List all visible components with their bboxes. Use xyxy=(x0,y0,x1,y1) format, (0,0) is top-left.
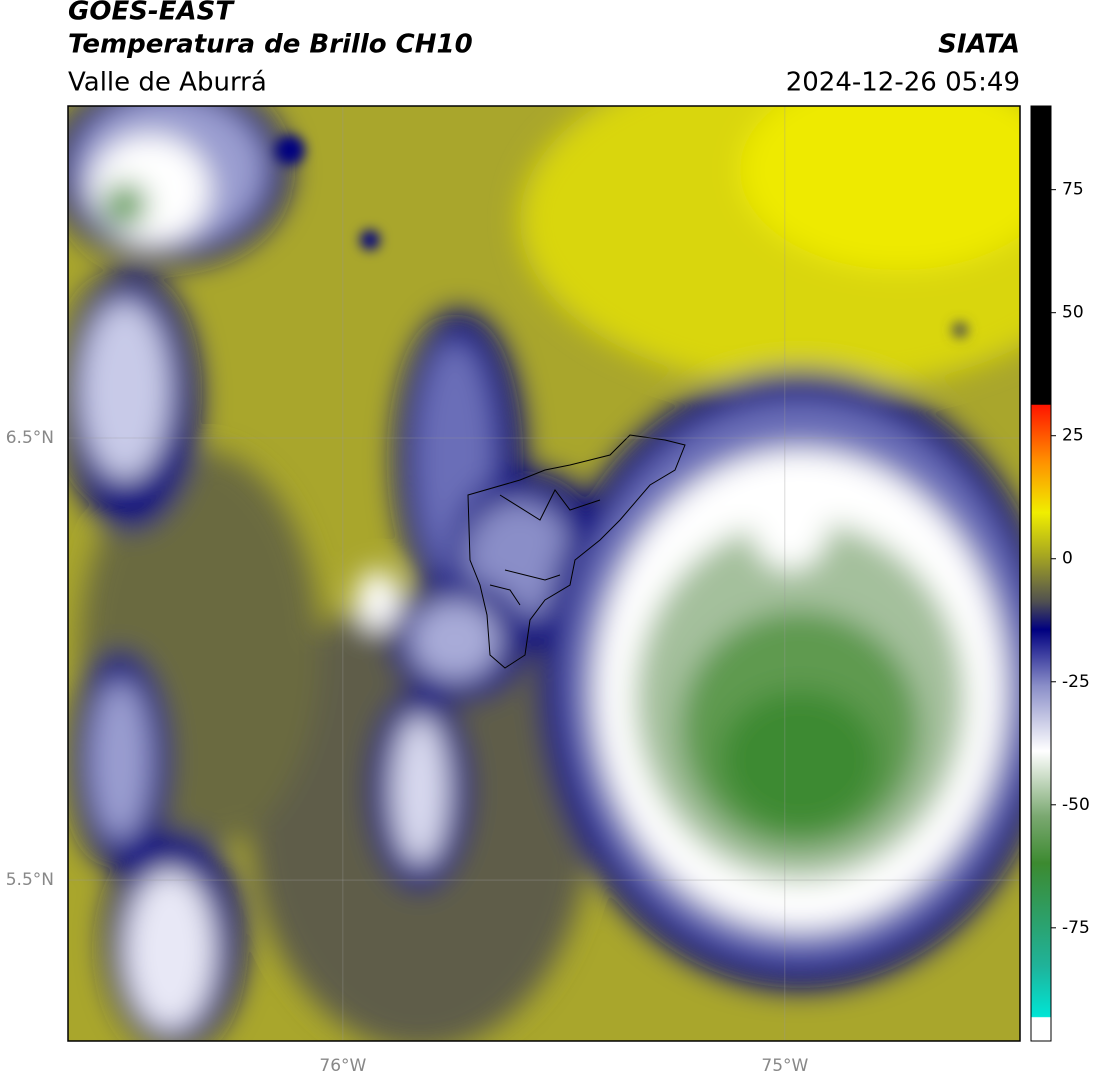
map-frame xyxy=(67,105,1021,1042)
y-tick-label: 5.5°N xyxy=(6,870,54,890)
x-tick-label: 75°W xyxy=(761,1056,808,1076)
satellite-image xyxy=(68,106,1020,1041)
y-tick-label: 6.5°N xyxy=(6,428,54,448)
source: SIATA xyxy=(938,30,1020,60)
colorbar-tick-label: 25 xyxy=(1062,426,1084,446)
title-line1: GOES-EAST xyxy=(68,0,235,27)
colorbar-tick-label: -50 xyxy=(1062,795,1090,815)
title-line2: Temperatura de Brillo CH10 xyxy=(68,30,473,60)
x-tick-label: 76°W xyxy=(319,1056,366,1076)
region: Valle de Aburrá xyxy=(68,68,267,98)
datetime: 2024-12-26 05:49 xyxy=(786,68,1020,98)
colorbar-tick-label: -75 xyxy=(1062,918,1090,938)
colorbar-tick-label: 75 xyxy=(1062,180,1084,200)
colorbar-tick-label: 0 xyxy=(1062,549,1073,569)
colorbar-tick-label: 50 xyxy=(1062,303,1084,323)
colorbar-tick-label: -25 xyxy=(1062,672,1090,692)
colorbar xyxy=(1030,105,1052,1042)
municipal-boundaries xyxy=(467,434,686,669)
